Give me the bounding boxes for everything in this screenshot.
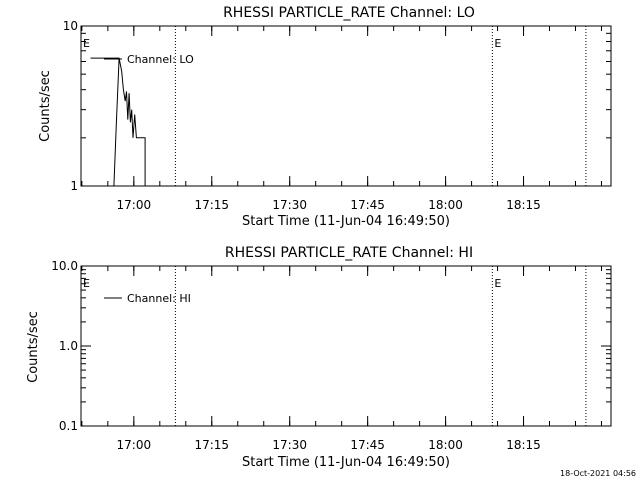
panel-hi-ylabel: Counts/sec [26, 311, 41, 383]
event-marker: E [494, 37, 501, 50]
y-tick-label: 10 [63, 19, 78, 33]
y-tick-label: 1.0 [59, 339, 78, 353]
x-tick-label: 17:00 [117, 438, 152, 452]
event-marker: E [83, 277, 90, 290]
x-tick-label: 18:00 [428, 198, 463, 212]
panel-hi-title: RHESSI PARTICLE_RATE Channel: HI [225, 245, 473, 261]
event-marker: E [494, 277, 501, 290]
panel-hi-yaxis: 0.1 1.0 10.0 [51, 259, 611, 433]
y-tick-label: 10.0 [51, 259, 78, 273]
y-tick-label: 1 [70, 179, 78, 193]
panel-lo: RHESSI PARTICLE_RATE Channel: LO Counts/… [38, 5, 612, 229]
panel-lo-ylabel: Counts/sec [38, 70, 53, 142]
panel-hi: RHESSI PARTICLE_RATE Channel: HI Counts/… [26, 245, 612, 470]
panel-lo-title: RHESSI PARTICLE_RATE Channel: LO [223, 5, 475, 21]
panel-hi-xaxis: 17:00 17:15 17:30 17:45 18:00 18:15 [81, 266, 602, 452]
x-tick-label: 17:45 [350, 438, 385, 452]
x-tick-label: 18:15 [506, 198, 541, 212]
panel-lo-plot-frame [80, 25, 612, 187]
x-tick-label: 18:00 [428, 438, 463, 452]
panel-lo-series-line [90, 57, 146, 187]
x-tick-label: 17:45 [350, 198, 385, 212]
panel-lo-xaxis: 17:00 17:15 17:30 17:45 18:00 18:15 [81, 26, 602, 212]
panel-hi-plot-frame [80, 265, 612, 427]
panel-hi-xlabel: Start Time (11-Jun-04 16:49:50) [242, 455, 450, 470]
event-marker: E [83, 37, 90, 50]
x-tick-label: 17:00 [117, 198, 152, 212]
panel-lo-xlabel: Start Time (11-Jun-04 16:49:50) [242, 214, 450, 229]
x-tick-label: 17:15 [194, 198, 229, 212]
panel-lo-legend-label: Channel: LO [127, 53, 194, 66]
panel-lo-yaxis: 1 10 [63, 19, 611, 193]
x-tick-label: 17:30 [272, 198, 307, 212]
footer-timestamp: 18-Oct-2021 04:56 [560, 469, 636, 478]
x-tick-label: 18:15 [506, 438, 541, 452]
panel-hi-legend-label: Channel: HI [127, 292, 191, 305]
y-tick-label: 0.1 [59, 419, 78, 433]
x-tick-label: 17:30 [272, 438, 307, 452]
x-tick-label: 17:15 [194, 438, 229, 452]
